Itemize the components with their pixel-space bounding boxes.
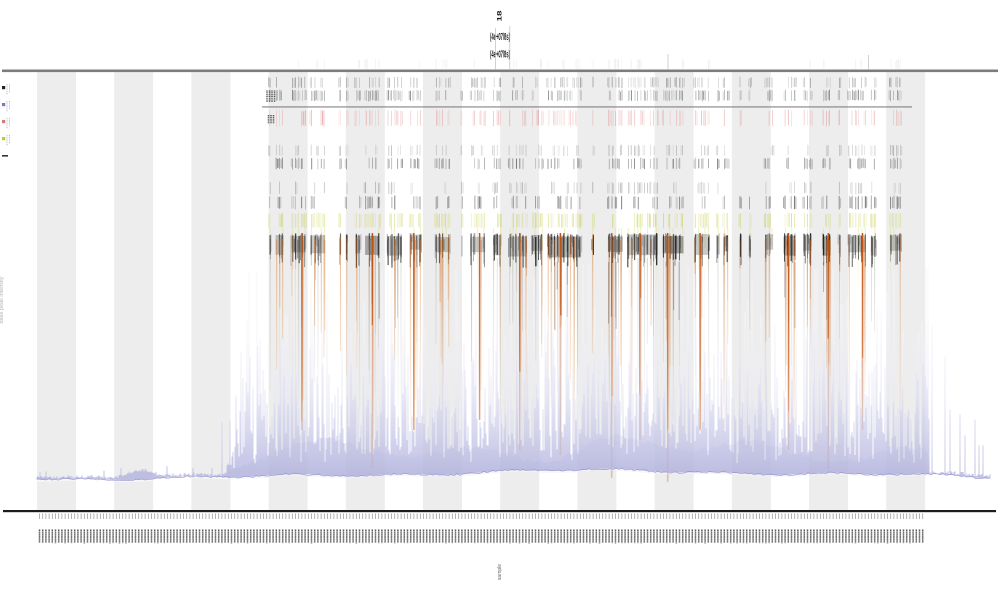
svg-text:base peak intensity: base peak intensity [0,276,5,323]
svg-text:(4e+07/8s): (4e+07/8s) [490,50,510,61]
svg-text:(4e+07/8s): (4e+07/8s) [490,32,510,43]
svg-text:sample: sample [497,564,503,580]
svg-text:18: 18 [497,10,504,22]
